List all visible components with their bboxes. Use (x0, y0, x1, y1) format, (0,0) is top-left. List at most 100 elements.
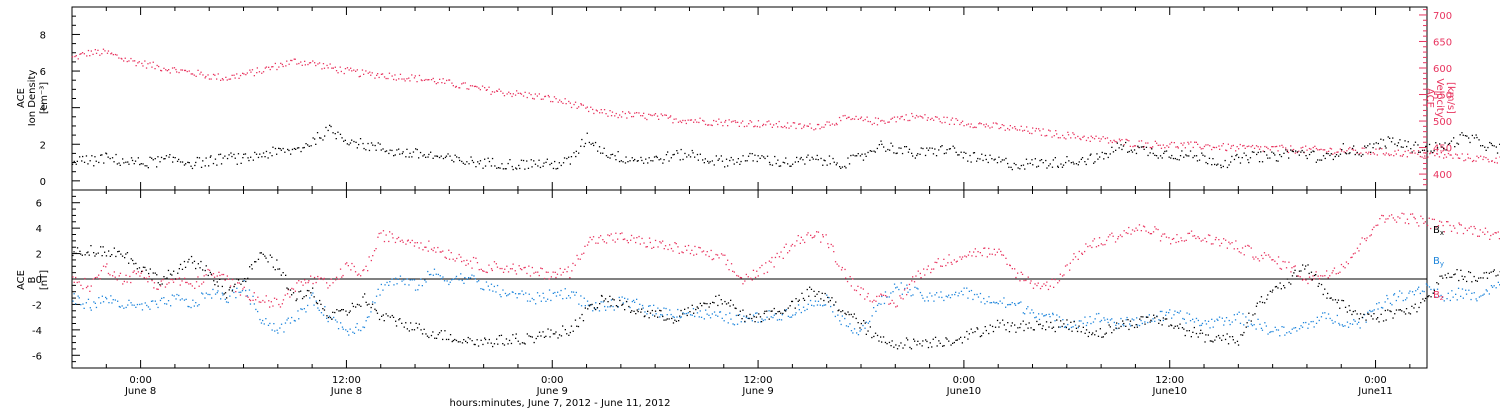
data-point (822, 164, 824, 166)
data-point (141, 62, 143, 65)
data-point (147, 306, 150, 308)
data-point (486, 89, 488, 91)
data-point (141, 303, 143, 305)
data-point (1164, 150, 1166, 153)
data-point (144, 302, 146, 304)
data-point (636, 298, 638, 300)
data-point (1032, 164, 1034, 166)
data-point (1313, 326, 1315, 328)
data-point (142, 65, 144, 67)
data-point (866, 116, 868, 118)
data-point (789, 316, 791, 318)
data-point (87, 285, 89, 287)
data-point (1190, 230, 1193, 232)
data-point (1003, 297, 1005, 299)
data-point (1006, 263, 1008, 265)
data-point (1447, 221, 1449, 223)
data-point (1241, 247, 1244, 249)
data-point (388, 284, 390, 286)
data-point (153, 282, 156, 284)
data-point (274, 147, 277, 150)
data-point (119, 164, 121, 166)
data-point (1419, 151, 1421, 153)
data-point (1014, 304, 1017, 306)
data-point (1000, 127, 1002, 129)
data-point (559, 267, 561, 270)
data-point (1125, 319, 1127, 321)
data-point (1207, 234, 1210, 236)
data-point (721, 317, 723, 319)
data-point (840, 323, 842, 326)
data-point (330, 278, 332, 280)
data-point (239, 294, 242, 296)
data-point (358, 143, 360, 146)
velocity-tick-label: 700 (1433, 11, 1452, 22)
data-point (365, 70, 367, 72)
data-point (1057, 165, 1059, 167)
data-point (1198, 237, 1200, 240)
data-point (184, 69, 187, 72)
data-point (914, 157, 916, 159)
data-point (919, 153, 921, 155)
data-point (228, 78, 230, 80)
data-point (1288, 157, 1290, 159)
data-point (114, 53, 117, 56)
data-point (1360, 152, 1362, 154)
data-point (813, 305, 815, 307)
data-point (1487, 231, 1489, 233)
data-point (1098, 312, 1100, 315)
data-point (705, 309, 707, 311)
data-point (490, 283, 493, 285)
data-point (128, 299, 130, 301)
data-point (799, 242, 801, 244)
data-point (375, 295, 378, 297)
data-point (198, 304, 200, 306)
data-point (1369, 309, 1371, 312)
data-point (422, 155, 424, 157)
data-point (212, 162, 215, 165)
data-point (1365, 239, 1367, 242)
data-point (1296, 151, 1299, 153)
data-point (1168, 156, 1170, 158)
data-point (940, 291, 942, 293)
data-point (1265, 325, 1267, 327)
data-point (290, 153, 292, 155)
data-point (1211, 318, 1213, 320)
data-point (1243, 254, 1245, 256)
data-point (388, 240, 390, 243)
data-point (1007, 162, 1009, 165)
data-point (188, 306, 190, 308)
data-point (373, 250, 376, 252)
data-point (207, 293, 209, 296)
data-point (852, 278, 854, 280)
data-point (219, 274, 221, 277)
data-point (878, 144, 880, 146)
data-point (72, 300, 74, 302)
data-point (401, 280, 403, 282)
data-point (725, 314, 727, 316)
data-point (82, 303, 84, 305)
data-point (1061, 166, 1064, 168)
data-point (165, 69, 167, 71)
data-point (1382, 153, 1385, 155)
data-point (1165, 236, 1168, 238)
data-point (718, 118, 720, 120)
data-point (255, 308, 257, 311)
data-point (360, 275, 362, 277)
data-point (935, 155, 938, 157)
data-point (480, 288, 482, 290)
data-point (890, 292, 892, 294)
data-point (732, 120, 734, 122)
data-point (748, 123, 750, 125)
data-point (901, 293, 903, 295)
data-point (850, 154, 852, 157)
data-point (1242, 313, 1244, 315)
data-point (972, 152, 975, 154)
data-point (1218, 145, 1220, 147)
data-point (1473, 137, 1476, 139)
data-point (1078, 320, 1080, 322)
data-point (597, 242, 599, 244)
data-point (1356, 247, 1359, 249)
data-point (1087, 245, 1089, 248)
